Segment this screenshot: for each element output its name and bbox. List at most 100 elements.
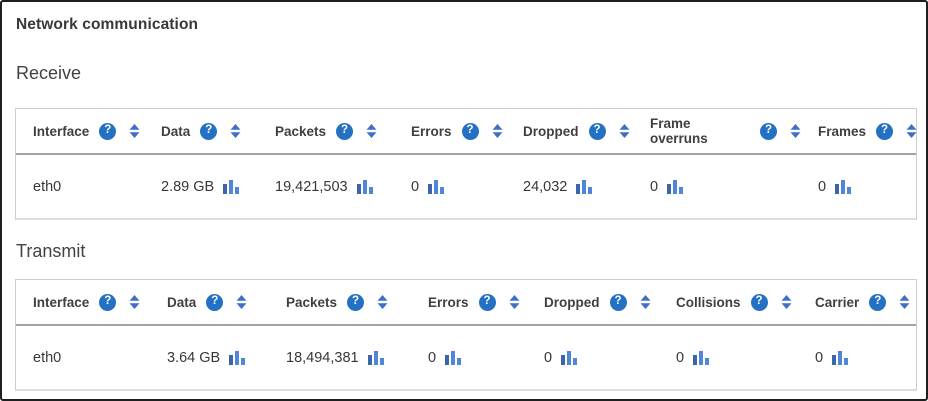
- chart-icon[interactable]: [667, 179, 684, 194]
- sort-icon[interactable]: [492, 124, 503, 138]
- column-label: Interface: [33, 294, 90, 310]
- help-icon[interactable]: ?: [347, 293, 365, 311]
- cell-value: 0: [411, 178, 420, 195]
- dropped-cell: 0: [527, 326, 659, 389]
- cell-value: 0: [650, 178, 659, 195]
- help-icon[interactable]: ?: [200, 122, 218, 140]
- cell-value: 3.64 GB: [167, 349, 221, 366]
- cell-value: 0: [544, 349, 553, 366]
- cell-value: 19,421,503: [275, 178, 348, 195]
- help-icon[interactable]: ?: [876, 122, 894, 140]
- sort-icon[interactable]: [366, 124, 377, 138]
- sort-icon[interactable]: [129, 295, 140, 309]
- help-icon[interactable]: ?: [99, 122, 117, 140]
- column-header-collisions: Collisions ?: [659, 280, 798, 326]
- chart-icon[interactable]: [445, 350, 462, 365]
- help-icon[interactable]: ?: [478, 293, 496, 311]
- transmit-header-row: Interface ? Data ?: [16, 280, 916, 326]
- sort-icon[interactable]: [129, 124, 140, 138]
- interface-cell: eth0: [33, 178, 62, 195]
- errors-cell: 0: [394, 155, 506, 218]
- table-row: eth0 2.89 GB 19,421,503 0 24,03: [16, 155, 916, 218]
- dropped-cell: 24,032: [506, 155, 633, 218]
- help-icon[interactable]: ?: [750, 293, 768, 311]
- frame-overruns-cell: 0: [633, 155, 801, 218]
- column-header-errors: Errors ?: [411, 280, 527, 326]
- column-header-frame-overruns: Frame overruns ?: [633, 109, 801, 155]
- column-header-dropped: Dropped ?: [506, 109, 633, 155]
- column-header-data: Data ?: [150, 280, 269, 326]
- sort-icon[interactable]: [377, 295, 388, 309]
- chart-icon[interactable]: [576, 179, 593, 194]
- column-label: Errors: [411, 123, 452, 139]
- column-header-carrier: Carrier ?: [798, 280, 916, 326]
- cell-value: 18,494,381: [286, 349, 359, 366]
- network-communication-panel: Network communication Receive Interface …: [2, 2, 926, 391]
- column-label: Packets: [286, 294, 338, 310]
- help-icon[interactable]: ?: [336, 122, 354, 140]
- data-cell: 3.64 GB: [150, 326, 269, 389]
- column-header-errors: Errors ?: [394, 109, 506, 155]
- chart-icon[interactable]: [561, 350, 578, 365]
- sort-icon[interactable]: [640, 295, 651, 309]
- packets-cell: 18,494,381: [269, 326, 411, 389]
- chart-icon[interactable]: [693, 350, 710, 365]
- help-icon[interactable]: ?: [869, 293, 887, 311]
- column-label: Interface: [33, 123, 90, 139]
- column-header-frames: Frames ?: [801, 109, 917, 155]
- chart-icon[interactable]: [832, 350, 849, 365]
- help-icon[interactable]: ?: [760, 122, 777, 140]
- sort-icon[interactable]: [790, 124, 801, 138]
- transmit-heading: Transmit: [16, 241, 86, 261]
- help-icon[interactable]: ?: [99, 293, 117, 311]
- cell-value: 0: [676, 349, 685, 366]
- packets-cell: 19,421,503: [258, 155, 394, 218]
- sort-icon[interactable]: [230, 124, 241, 138]
- chart-icon[interactable]: [229, 350, 246, 365]
- cell-value: 24,032: [523, 178, 568, 195]
- help-icon[interactable]: ?: [461, 122, 479, 140]
- sort-icon[interactable]: [781, 295, 792, 309]
- column-label: Collisions: [676, 294, 741, 310]
- interface-cell: eth0: [33, 349, 62, 366]
- column-label: Data: [167, 294, 197, 310]
- carrier-cell: 0: [798, 326, 916, 389]
- chart-icon[interactable]: [223, 179, 240, 194]
- column-label: Data: [161, 123, 191, 139]
- column-header-interface: Interface ?: [16, 280, 150, 326]
- receive-header-row: Interface ? Data ?: [16, 109, 917, 155]
- cell-value: 2.89 GB: [161, 178, 215, 195]
- sort-icon[interactable]: [509, 295, 520, 309]
- column-header-packets: Packets ?: [269, 280, 411, 326]
- column-header-packets: Packets ?: [258, 109, 394, 155]
- column-label: Frame overruns: [650, 116, 708, 146]
- column-label: Errors: [428, 294, 469, 310]
- help-icon[interactable]: ?: [588, 122, 606, 140]
- column-label: Carrier: [815, 294, 860, 310]
- sort-icon[interactable]: [236, 295, 247, 309]
- cell-value: 0: [428, 349, 437, 366]
- receive-heading: Receive: [16, 63, 82, 83]
- data-cell: 2.89 GB: [144, 155, 258, 218]
- chart-icon[interactable]: [428, 179, 445, 194]
- frames-cell: 0: [801, 155, 916, 218]
- column-label: Dropped: [523, 123, 579, 139]
- sort-icon[interactable]: [899, 295, 910, 309]
- chart-icon[interactable]: [356, 179, 373, 194]
- sort-icon[interactable]: [619, 124, 630, 138]
- cell-value: 0: [815, 349, 824, 366]
- help-icon[interactable]: ?: [206, 293, 224, 311]
- chart-icon[interactable]: [367, 350, 384, 365]
- collisions-cell: 0: [659, 326, 798, 389]
- receive-table: Interface ? Data ?: [15, 108, 917, 220]
- column-header-interface: Interface ?: [16, 109, 144, 155]
- table-row: eth0 3.64 GB 18,494,381 0 0: [16, 326, 916, 389]
- column-label: Packets: [275, 123, 327, 139]
- cell-value: 0: [818, 178, 827, 195]
- column-label: Dropped: [544, 294, 600, 310]
- chart-icon[interactable]: [835, 179, 852, 194]
- help-icon[interactable]: ?: [609, 293, 627, 311]
- sort-icon[interactable]: [906, 124, 917, 138]
- column-header-dropped: Dropped ?: [527, 280, 659, 326]
- page-title: Network communication: [16, 16, 199, 33]
